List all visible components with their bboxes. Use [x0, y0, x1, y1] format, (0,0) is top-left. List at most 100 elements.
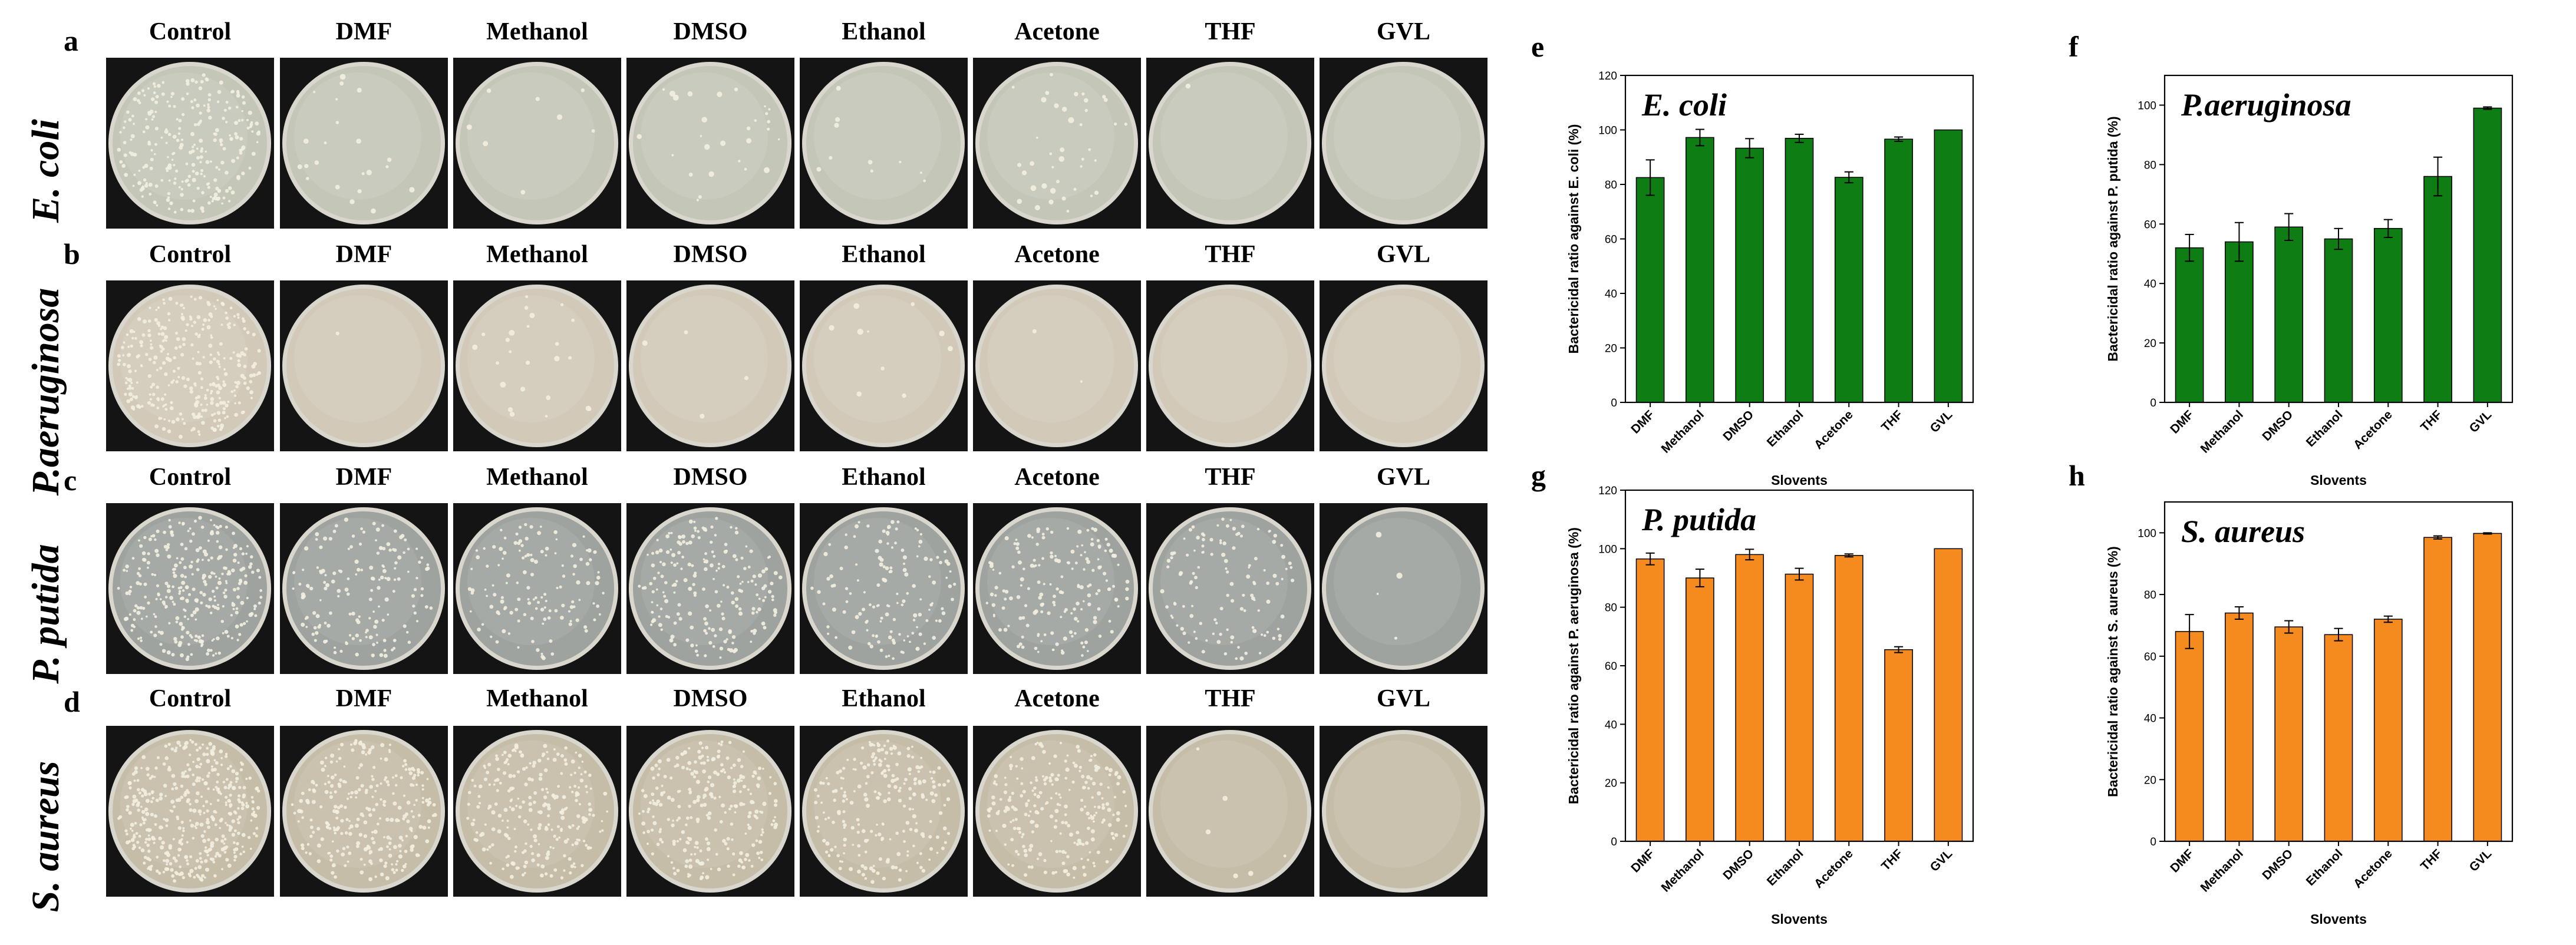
y-tick-label: 120: [1598, 485, 1617, 497]
plot-frame: [2163, 74, 2514, 404]
plate-column-label: THF: [1205, 241, 1256, 268]
y-tick-label: 120: [1598, 70, 1617, 82]
x-axis-title: Slovents: [1771, 911, 1828, 927]
plate-column-label: Methanol: [486, 18, 588, 45]
x-tick-label: Acetone: [2351, 847, 2395, 891]
plate-column-label: Control: [149, 241, 232, 268]
y-tick-label: 0: [2150, 836, 2156, 848]
petri-dish-photo: [106, 503, 274, 674]
y-axis-title: Bactericidal ratio against P. putida (%): [2105, 116, 2120, 361]
y-tick-label: 0: [1611, 836, 1617, 848]
plate-column-label: Acetone: [1014, 685, 1100, 712]
panel-letter-h: h: [2069, 459, 2085, 492]
y-tick-label: 20: [1605, 343, 1617, 355]
y-tick-label: 20: [1605, 778, 1617, 790]
plate-column-label: GVL: [1376, 685, 1431, 712]
y-tick-label: 100: [1598, 543, 1617, 556]
error-bar: [2334, 227, 2343, 250]
plate-column-label: DMSO: [673, 685, 748, 712]
bar-ethanol: [1785, 138, 1814, 403]
error-bar: [2234, 606, 2244, 620]
petri-dish-photo: [973, 58, 1141, 229]
x-axis-title: Slovents: [1771, 472, 1828, 488]
error-bar: [1844, 171, 1853, 184]
petri-dish-photo: [453, 726, 621, 897]
petri-dish-photo: [280, 503, 448, 674]
petri-dish-photo: [626, 58, 794, 229]
y-tick-label: 40: [1605, 288, 1617, 300]
x-tick-label: GVL: [2467, 847, 2495, 874]
petri-dish-photo: [973, 280, 1141, 451]
panel-letter-e: e: [1531, 30, 1545, 63]
petri-dish-photo: [626, 503, 794, 674]
bar-thf: [2423, 537, 2452, 842]
y-tick-label: 80: [2144, 589, 2156, 602]
error-bar: [1695, 569, 1704, 587]
petri-dish-photo: [1320, 58, 1487, 229]
plate-column-label: THF: [1205, 18, 1256, 45]
plate-column-label: THF: [1205, 685, 1256, 712]
y-tick-label: 20: [2144, 338, 2156, 350]
petri-dish-photo: [106, 726, 274, 897]
plate-column-label: DMF: [335, 685, 392, 712]
bar-acetone: [2373, 619, 2403, 842]
bar-dmso: [2274, 626, 2304, 842]
petri-dish-photo: [1146, 280, 1314, 451]
error-bar: [2383, 219, 2393, 238]
y-tick-label: 100: [2138, 527, 2156, 540]
error-bar: [2284, 620, 2294, 634]
chart-title: P. putida: [1641, 502, 1756, 537]
petri-dish-photo: [453, 280, 621, 451]
y-tick-label: 80: [1605, 602, 1617, 614]
petri-dish-photo: [973, 726, 1141, 897]
chart-title: S. aureus: [2181, 514, 2305, 549]
plate-column-label: THF: [1205, 464, 1256, 491]
x-axis-title: Slovents: [2310, 911, 2367, 927]
plate-column-label: Ethanol: [842, 464, 926, 491]
error-bar: [2234, 222, 2244, 262]
plate-column-label: Ethanol: [842, 685, 926, 712]
plate-column-label: Control: [149, 464, 232, 491]
plate-column-label: DMSO: [673, 18, 748, 45]
petri-dish-photo: [280, 280, 448, 451]
plate-column-label: Control: [149, 18, 232, 45]
plate-column-label: DMSO: [673, 241, 748, 268]
y-tick-label: 40: [2144, 713, 2156, 725]
panel-letter-c: c: [64, 464, 77, 497]
plate-column-label: DMF: [335, 18, 392, 45]
bar-acetone: [2373, 228, 2403, 403]
petri-dish-photo: [1320, 726, 1487, 897]
bar-thf: [2423, 176, 2452, 403]
panel-letter-f: f: [2069, 30, 2079, 63]
bar-ethanol: [2324, 634, 2353, 842]
error-bar: [1695, 128, 1704, 147]
plate-column-label: Ethanol: [842, 241, 926, 268]
panel-letter-d: d: [64, 685, 80, 718]
petri-dish-photo: [800, 726, 968, 897]
petri-dish-photo: [626, 726, 794, 897]
plate-column-label: DMF: [335, 241, 392, 268]
y-axis-title: Bactericidal ratio against S. aureus (%): [2105, 546, 2120, 797]
petri-dish-photo: [626, 280, 794, 451]
plate-column-label: Control: [149, 685, 232, 712]
petri-dish-photo: [453, 503, 621, 674]
bar-acetone: [1834, 555, 1863, 842]
plate-column-label: GVL: [1376, 464, 1431, 491]
petri-dish-photo: [106, 280, 274, 451]
x-axis-title: Slovents: [2310, 472, 2367, 488]
bar-ethanol: [2324, 238, 2353, 403]
y-tick-label: 60: [2144, 651, 2156, 663]
error-bar: [2483, 532, 2492, 535]
petri-dish-photo: [1320, 280, 1487, 451]
bar-dmf: [2175, 631, 2204, 842]
x-tick-label: DMSO: [2260, 847, 2295, 883]
plate-column-label: GVL: [1376, 18, 1431, 45]
error-bar: [1844, 553, 1853, 558]
bar-methanol: [2225, 241, 2254, 403]
error-bar: [1894, 136, 1904, 142]
y-tick-label: 80: [2144, 159, 2156, 171]
y-tick-label: 60: [1605, 234, 1617, 246]
bar-dmso: [1735, 147, 1764, 403]
bar-gvl: [2473, 533, 2502, 842]
